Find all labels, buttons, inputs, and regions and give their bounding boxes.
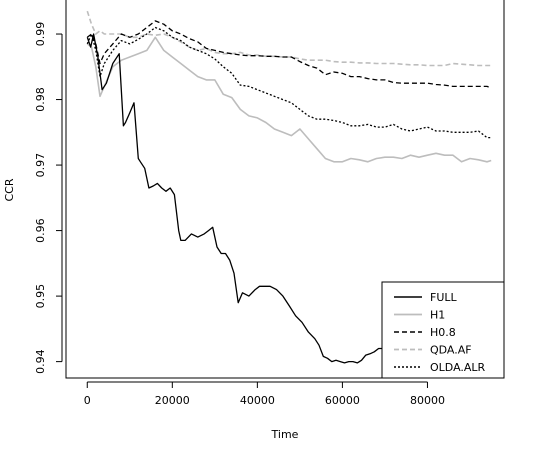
series-line-qda-af <box>86 10 492 67</box>
y-axis-title: CCR <box>3 178 16 201</box>
legend: FULL H1 H0.8 QDA.AF OLDA.ALR <box>381 281 505 379</box>
legend-label: OLDA.ALR <box>430 361 486 374</box>
legend-label: H1 <box>430 309 445 322</box>
x-axis-title: Time <box>271 428 299 441</box>
series-layer <box>86 10 492 364</box>
legend-box <box>381 281 505 379</box>
legend-label: QDA.AF <box>430 344 472 357</box>
series-line-olda-alr <box>86 26 492 139</box>
y-axis: 0.94 0.95 0.96 0.97 0.98 0.99 <box>34 22 63 374</box>
x-tick-label: 0 <box>84 394 91 407</box>
x-tick-label: 20000 <box>155 394 190 407</box>
x-tick-label: 80000 <box>410 394 445 407</box>
y-tick-label: 0.98 <box>34 87 47 112</box>
x-axis: 0 20000 40000 60000 80000 <box>84 381 445 407</box>
x-tick-label: 60000 <box>325 394 360 407</box>
x-tick-label: 40000 <box>240 394 275 407</box>
y-tick-label: 0.95 <box>34 284 47 309</box>
series-line-h1 <box>86 36 492 163</box>
y-tick-label: 0.94 <box>34 349 47 374</box>
series-line-h0-8 <box>86 20 492 89</box>
y-tick-label: 0.97 <box>34 153 47 178</box>
y-tick-label: 0.99 <box>34 22 47 47</box>
legend-label: H0.8 <box>430 326 456 339</box>
series-line-full <box>86 33 390 364</box>
legend-label: FULL <box>430 291 458 304</box>
y-tick-label: 0.96 <box>34 218 47 243</box>
plot-border <box>65 0 505 379</box>
